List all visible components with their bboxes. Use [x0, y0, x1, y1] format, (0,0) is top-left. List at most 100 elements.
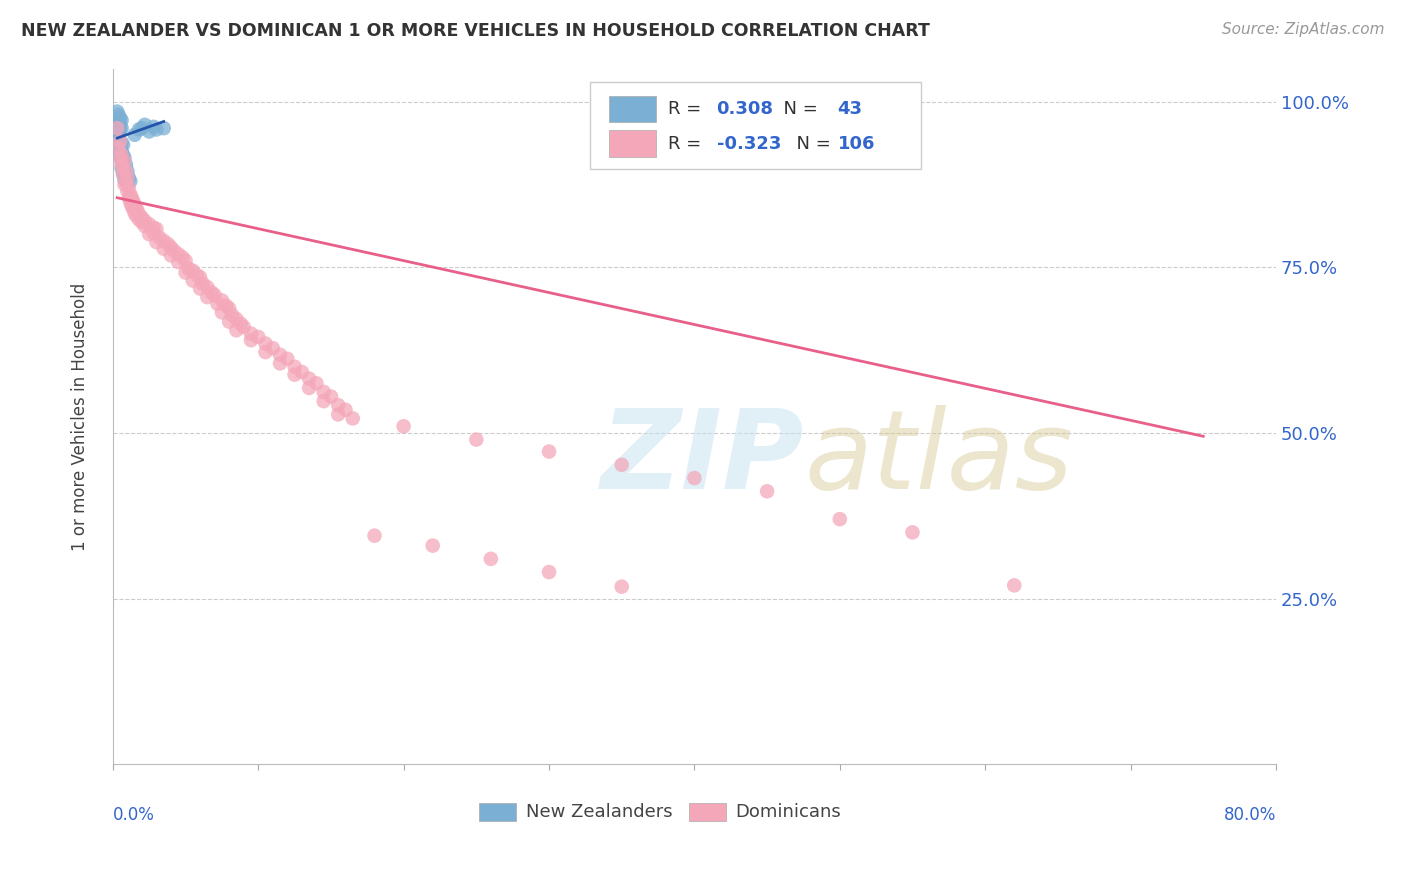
Point: [181, 274, 204, 288]
Point: [112, 166, 135, 180]
Point: [392, 419, 415, 434]
Point: [225, 312, 247, 326]
Point: [298, 371, 321, 385]
Point: [108, 122, 131, 136]
Point: [114, 154, 136, 169]
Point: [312, 394, 335, 409]
Point: [114, 173, 136, 187]
Point: [181, 263, 204, 277]
Point: [269, 356, 291, 370]
Point: [131, 211, 153, 225]
Point: [537, 565, 560, 579]
Point: [363, 529, 385, 543]
Point: [134, 118, 156, 132]
Point: [225, 323, 247, 337]
Point: [211, 293, 233, 308]
Point: [610, 580, 633, 594]
Point: [152, 121, 174, 136]
Point: [262, 341, 284, 355]
Point: [138, 124, 160, 138]
Point: [229, 317, 252, 331]
Point: [148, 230, 170, 244]
Point: [128, 212, 150, 227]
Point: [112, 155, 135, 169]
Point: [901, 525, 924, 540]
Point: [120, 187, 142, 202]
Point: [124, 197, 146, 211]
Point: [138, 217, 160, 231]
Point: [218, 301, 240, 316]
Point: [254, 345, 277, 359]
Point: [110, 153, 132, 167]
Point: [128, 207, 150, 221]
Point: [110, 158, 132, 172]
Point: [167, 247, 190, 261]
Point: [284, 359, 307, 374]
Point: [145, 235, 167, 249]
Point: [110, 145, 132, 159]
Point: [172, 251, 194, 265]
Point: [107, 131, 129, 145]
Point: [108, 149, 131, 163]
Point: [145, 122, 167, 136]
Point: [247, 330, 270, 344]
Point: [117, 164, 139, 178]
Point: [174, 253, 197, 268]
Point: [112, 137, 135, 152]
Point: [107, 114, 129, 128]
Point: [174, 266, 197, 280]
Point: [828, 512, 851, 526]
Text: R =: R =: [668, 135, 707, 153]
Point: [319, 390, 342, 404]
Point: [114, 151, 136, 165]
Point: [335, 402, 357, 417]
Point: [138, 227, 160, 242]
Point: [114, 162, 136, 177]
Point: [239, 333, 262, 347]
Point: [105, 124, 128, 138]
Text: N =: N =: [772, 100, 818, 118]
Point: [142, 220, 165, 235]
Point: [177, 261, 200, 276]
Point: [118, 191, 141, 205]
Point: [115, 169, 138, 183]
Point: [328, 408, 350, 422]
Point: [276, 351, 298, 366]
Text: Source: ZipAtlas.com: Source: ZipAtlas.com: [1222, 22, 1385, 37]
Point: [191, 277, 214, 291]
Point: [110, 136, 132, 150]
Point: [188, 281, 211, 295]
Point: [328, 398, 350, 412]
Point: [120, 195, 142, 210]
Point: [115, 176, 138, 190]
Point: [107, 121, 129, 136]
Bar: [609, 95, 657, 122]
Point: [160, 248, 183, 262]
Point: [127, 204, 149, 219]
Point: [105, 129, 128, 144]
Point: [254, 336, 277, 351]
Point: [683, 471, 706, 485]
Point: [157, 237, 180, 252]
Text: 106: 106: [838, 135, 875, 153]
Point: [108, 142, 131, 156]
Point: [117, 184, 139, 198]
Point: [201, 285, 224, 300]
Point: [121, 199, 143, 213]
Text: Dominicans: Dominicans: [735, 804, 841, 822]
Point: [128, 122, 150, 136]
Point: [110, 113, 132, 128]
Text: 0.308: 0.308: [717, 100, 773, 118]
Point: [108, 112, 131, 126]
Point: [121, 191, 143, 205]
Point: [120, 174, 142, 188]
Point: [610, 458, 633, 472]
Point: [108, 151, 131, 165]
Bar: [689, 803, 725, 822]
Point: [112, 161, 135, 175]
Point: [105, 116, 128, 130]
Point: [218, 315, 240, 329]
Point: [305, 376, 328, 391]
Point: [188, 270, 211, 285]
Text: atlas: atlas: [804, 405, 1074, 512]
